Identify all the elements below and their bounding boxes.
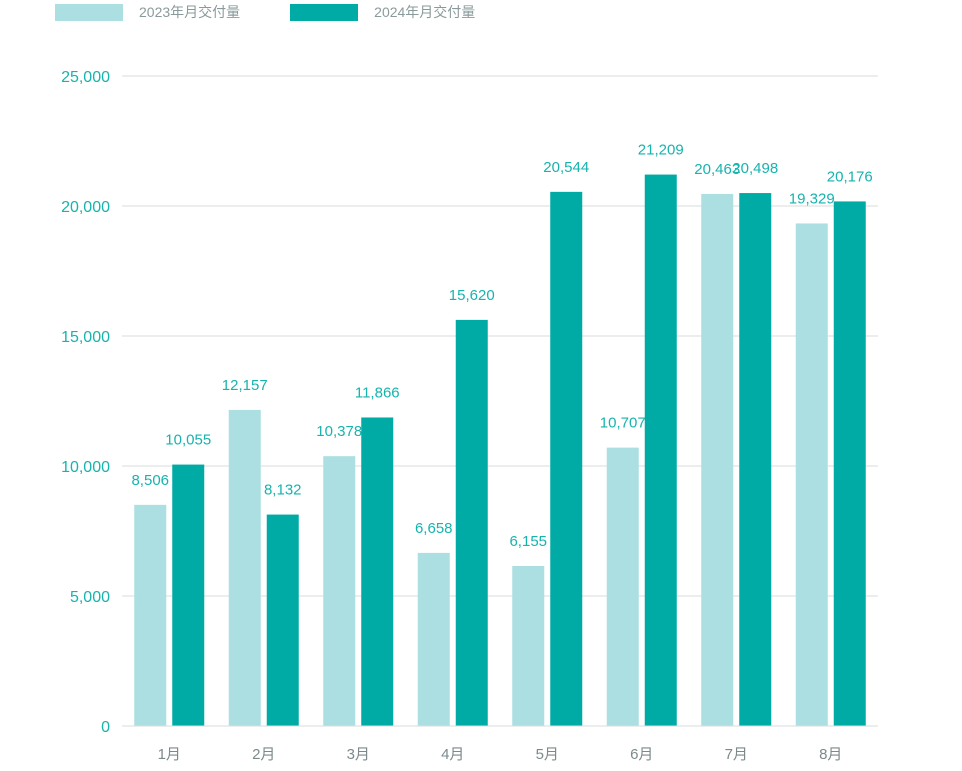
bar-2023 [134,504,167,726]
x-tick-label: 6月 [630,746,653,763]
data-label-2024: 15,620 [449,287,495,304]
legend-label-2023: 2023年月交付量 [139,4,241,20]
data-label-2023: 19,329 [789,190,835,207]
legend-label-2024: 2024年月交付量 [374,4,476,20]
bar-2024 [833,201,866,726]
bar-2024 [550,191,583,726]
y-tick-label: 25,000 [61,69,110,86]
data-label-2024: 10,055 [165,432,211,449]
x-tick-label: 3月 [347,746,370,763]
data-label-2024: 20,498 [732,160,778,177]
x-tick-label: 2月 [252,746,275,763]
data-label-2023: 10,707 [600,415,646,432]
data-label-2024: 21,209 [638,142,684,159]
bar-2024 [266,514,299,726]
x-tick-label: 7月 [725,746,748,763]
bar-2023 [606,447,639,726]
data-label-2024: 20,544 [543,159,589,176]
bar-2024 [739,193,772,726]
data-label-2023: 6,155 [509,533,547,550]
y-tick-label: 20,000 [61,199,110,216]
bar-2024 [455,319,488,726]
x-tick-label: 5月 [536,746,559,763]
chart-legend: 2023年月交付量 2024年月交付量 [55,2,525,22]
data-label-2023: 20,463 [694,161,740,178]
x-tick-label: 1月 [158,746,181,763]
data-label-2023: 12,157 [222,377,268,394]
bar-2023 [512,565,545,726]
legend-item-2024: 2024年月交付量 [290,2,475,22]
bar-2024 [361,417,394,726]
data-label-2024: 8,132 [264,482,302,499]
y-tick-label: 0 [101,719,110,736]
bar-2023 [228,409,261,726]
bar-2024 [172,464,205,726]
bar-2023 [795,223,828,727]
data-label-2024: 20,176 [827,168,873,185]
data-label-2024: 11,866 [355,384,400,401]
data-label-2023: 6,658 [415,520,453,537]
x-tick-label: 8月 [819,746,842,763]
y-tick-label: 5,000 [70,589,110,606]
legend-swatch-2023 [55,3,123,21]
data-label-2023: 8,506 [131,472,169,489]
y-tick-label: 15,000 [61,329,110,346]
bar-2023 [417,552,450,726]
y-tick-label: 10,000 [61,459,110,476]
data-label-2023: 10,378 [316,423,362,440]
bar-2024 [644,174,677,727]
legend-swatch-2024 [290,3,359,21]
bar-2023 [323,456,356,726]
bar-2023 [701,193,734,726]
legend-item-2023: 2023年月交付量 [55,2,240,22]
x-tick-label: 4月 [441,746,464,763]
